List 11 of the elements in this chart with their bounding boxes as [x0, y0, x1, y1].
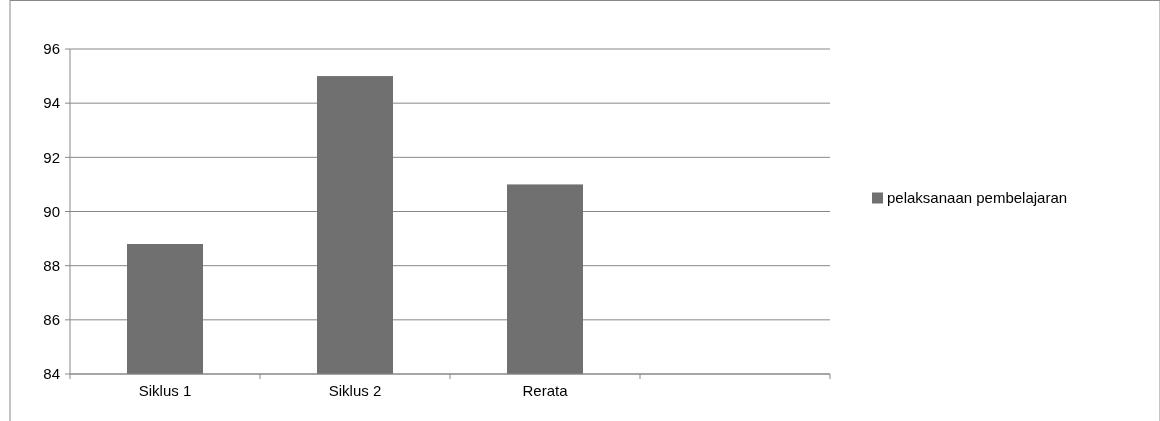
y-tick-label: 84 — [43, 365, 60, 383]
y-tick-label: 86 — [43, 311, 60, 329]
x-tick-label: Rerata — [522, 382, 569, 399]
y-tick-label: 88 — [43, 256, 60, 274]
y-tick-label: 94 — [43, 94, 60, 112]
x-tick-label: Siklus 2 — [328, 382, 382, 399]
legend-label: pelaksanaan pembelajaran — [887, 189, 1068, 207]
y-tick-label: 92 — [43, 148, 60, 166]
x-tick-label: Siklus 1 — [138, 382, 192, 399]
y-tick-label: 96 — [43, 40, 60, 58]
y-tick-label: 90 — [43, 202, 60, 220]
